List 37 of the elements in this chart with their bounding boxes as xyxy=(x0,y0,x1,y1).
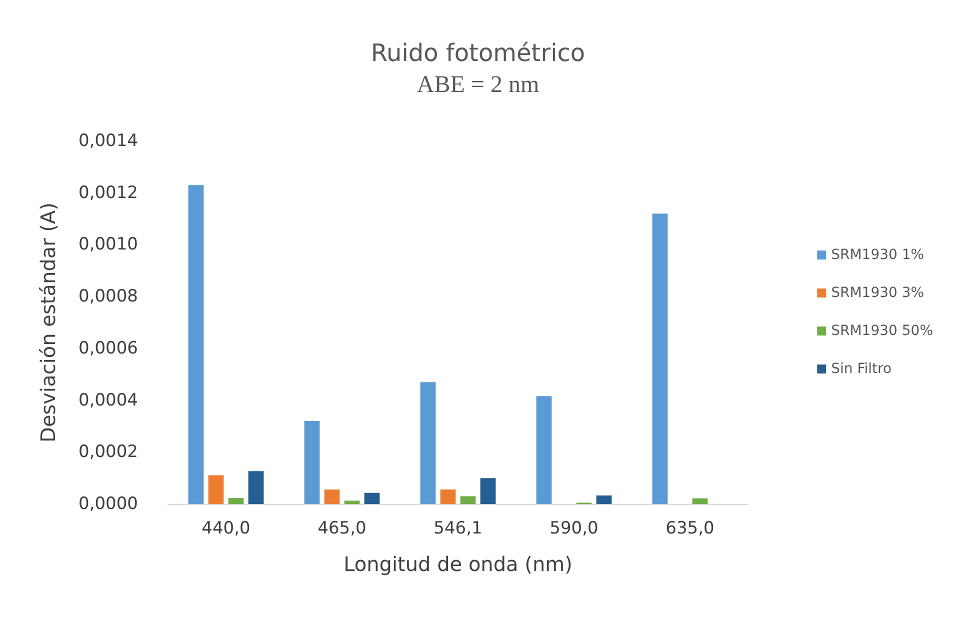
chart-title: Ruido fotométrico xyxy=(370,39,586,67)
bar xyxy=(188,185,204,504)
bar xyxy=(480,478,496,504)
x-tick-label: 590,0 xyxy=(550,518,598,538)
bar xyxy=(364,492,380,504)
y-axis-title: Desviación estándar (A) xyxy=(36,202,60,442)
bar xyxy=(596,495,612,504)
chart-subtitle: ABE = 2 nm xyxy=(416,72,540,98)
x-tick-label: 440,0 xyxy=(202,518,250,538)
y-tick-label: 0,0010 xyxy=(78,234,138,255)
y-tick-label: 0,0002 xyxy=(78,442,138,462)
bar xyxy=(228,498,244,504)
x-tick-label: 635,0 xyxy=(666,518,714,538)
x-axis-title: Longitud de onda (nm) xyxy=(344,552,572,576)
bar xyxy=(652,214,668,504)
y-tick-label: 0,0000 xyxy=(78,494,138,514)
bar xyxy=(208,475,224,504)
y-tick-label: 0,0014 xyxy=(78,131,138,151)
bar xyxy=(536,396,552,504)
bar xyxy=(440,489,456,504)
legend-label: SRM1930 3% xyxy=(831,285,924,301)
x-tick-label: 465,0 xyxy=(318,518,366,538)
y-tick-label: 0,0006 xyxy=(78,338,138,358)
y-tick-label: 0,0008 xyxy=(78,286,138,307)
bar xyxy=(460,496,476,504)
x-tick-label: 546,1 xyxy=(434,518,482,538)
legend-label: Sin Filtro xyxy=(831,361,892,377)
bar xyxy=(344,500,360,504)
legend-label: SRM1930 1% xyxy=(831,247,924,263)
bar xyxy=(692,498,708,504)
bar xyxy=(324,489,340,504)
y-tick-label: 0,0012 xyxy=(78,182,138,203)
bar xyxy=(304,421,320,504)
bar xyxy=(420,382,436,504)
bar xyxy=(248,471,264,504)
legend-label: SRM1930 50% xyxy=(831,323,933,339)
y-tick-label: 0,0004 xyxy=(78,390,138,410)
